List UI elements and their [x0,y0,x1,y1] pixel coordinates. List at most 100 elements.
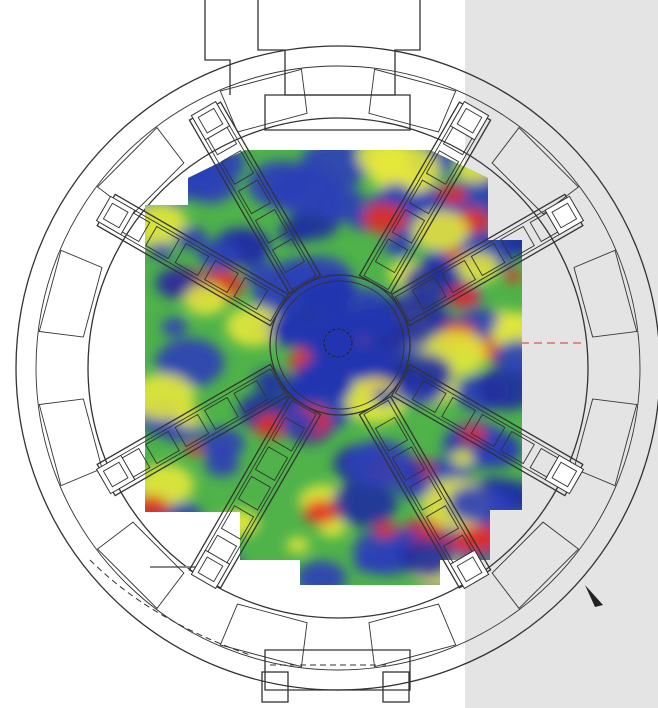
room [38,398,103,487]
cell [441,259,477,294]
cell [500,430,535,465]
end-cell-inner [197,556,224,583]
room-outline [573,249,638,338]
heat-blob [327,345,368,376]
room-outline [491,521,580,610]
bottom-pillar [382,671,410,703]
room [219,68,308,133]
heat-blob [334,310,375,341]
heat-blob [299,316,340,347]
cell [254,208,289,244]
courtyard-wall [87,117,589,619]
central-hall-inner [275,280,405,410]
heat-blob [303,499,339,525]
cell [391,208,426,244]
room-outline [368,68,457,133]
heat-blob [286,536,310,554]
room [38,249,103,338]
cell [411,379,447,414]
bottom-pillar [261,671,289,703]
heat-blob [395,353,453,395]
cell [220,505,255,540]
room-outline [38,398,103,487]
end-cell-inner [551,461,578,488]
room [368,603,457,668]
cell [145,225,180,260]
heat-blob [319,193,347,213]
end-cell [449,549,490,590]
center-marker [323,328,353,358]
corridor [390,193,585,327]
cell [271,416,306,452]
central-hall [269,274,411,416]
heat-blob [183,284,228,316]
heat-blob [269,313,310,344]
room [491,126,580,215]
heat-blob [477,366,522,411]
end-cell [190,100,231,141]
end-cell-inner [456,556,483,583]
end-cell-inner [102,202,129,229]
heat-blob [494,339,522,375]
cell [408,475,443,511]
room-outline [38,249,103,338]
corridor [358,395,492,590]
cell [425,150,460,185]
heat-blob [175,408,202,428]
cell [374,238,409,274]
cell [411,276,447,311]
cell [441,396,477,431]
end-cell-inner [197,107,224,134]
cell [470,242,506,277]
heat-blob [247,160,315,209]
heat-blob [149,242,173,260]
end-cell-inner [102,461,129,488]
cell [220,150,255,185]
heat-blob [411,210,469,251]
room-outline [491,126,580,215]
cell [470,413,506,448]
heat-blob [374,521,397,538]
end-cell [190,549,231,590]
cell [271,238,306,274]
heat-blob [145,463,195,506]
cell [237,179,272,215]
room [573,249,638,338]
heat-blob [380,183,412,206]
room [368,68,457,133]
cell [425,505,460,540]
room-outline [219,68,308,133]
bottom-hall [264,649,411,691]
heat-blob [368,150,440,196]
heat-blob [331,479,398,527]
heat-blob [383,235,413,257]
heat-blob [451,449,474,467]
room [219,603,308,668]
cell [408,179,443,215]
end-cell-inner [456,107,483,134]
cell [145,430,180,465]
rooms [38,68,638,668]
cell [233,276,269,311]
cell [254,446,289,482]
outer-walls [15,0,658,703]
end-cell [95,454,136,495]
heat-blob [254,369,289,394]
room-outline [368,603,457,668]
cell [203,396,239,431]
heat-blob [296,560,347,585]
cell [174,413,210,448]
heat-blob [372,388,397,406]
heat-blob [226,306,283,347]
top-hall [264,94,411,131]
cell [237,475,272,511]
end-cell-inner [551,202,578,229]
heat-blob [354,555,378,573]
heat-blob [346,439,414,488]
cell [174,242,210,277]
cell [203,259,239,294]
room-outline [96,521,185,610]
north-arrow [585,585,603,607]
room [491,521,580,610]
